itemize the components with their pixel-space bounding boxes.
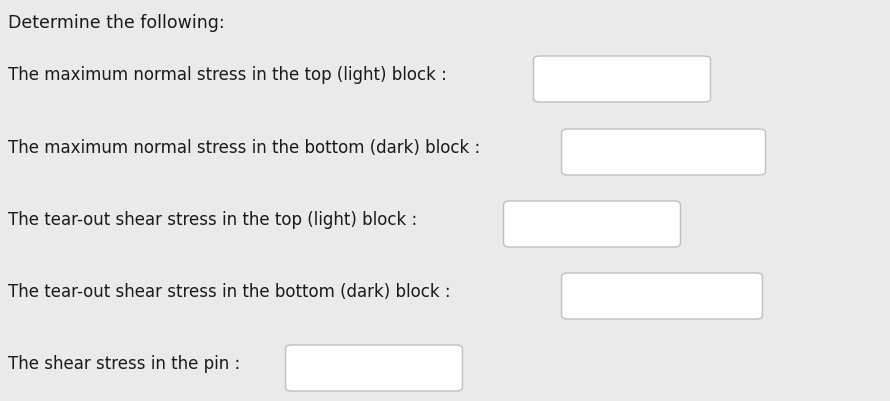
FancyBboxPatch shape — [286, 345, 463, 391]
Text: The shear stress in the pin :: The shear stress in the pin : — [8, 355, 240, 373]
Text: The tear-out shear stress in the top (light) block :: The tear-out shear stress in the top (li… — [8, 211, 417, 229]
Text: The maximum normal stress in the top (light) block :: The maximum normal stress in the top (li… — [8, 66, 447, 84]
Text: The tear-out shear stress in the bottom (dark) block :: The tear-out shear stress in the bottom … — [8, 283, 450, 301]
Text: The maximum normal stress in the bottom (dark) block :: The maximum normal stress in the bottom … — [8, 139, 481, 157]
FancyBboxPatch shape — [504, 201, 681, 247]
FancyBboxPatch shape — [533, 56, 710, 102]
FancyBboxPatch shape — [562, 273, 763, 319]
Text: Determine the following:: Determine the following: — [8, 14, 224, 32]
FancyBboxPatch shape — [562, 129, 765, 175]
